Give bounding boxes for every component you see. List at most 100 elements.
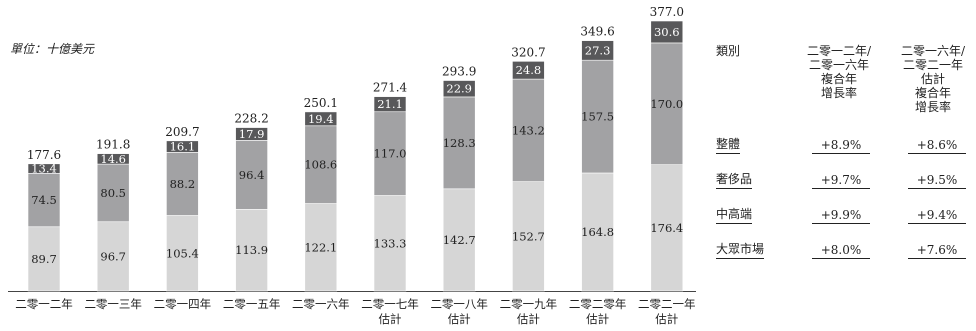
bar-segment-label: 105.4 <box>166 246 199 260</box>
bar-segment-label: 128.3 <box>443 136 476 150</box>
row-cagr-1: +8.0% <box>812 243 870 259</box>
bar-segment <box>96 221 130 292</box>
row-cagr-2: +9.5% <box>908 173 966 189</box>
bar-segment-label: 164.8 <box>581 225 614 239</box>
bar-segment-label: 117.0 <box>374 147 407 161</box>
bar-segment <box>304 203 338 292</box>
bar-segment-label: 30.6 <box>654 25 680 39</box>
row-cagr-1: +9.7% <box>812 173 870 189</box>
bar-segment <box>235 209 268 292</box>
bar-segment <box>27 163 61 174</box>
bar-segment-label: 122.1 <box>304 240 337 254</box>
bar-segment-label: 89.7 <box>31 252 57 266</box>
row-label: 中高端 <box>716 205 753 224</box>
bar-segment-label: 133.3 <box>374 236 407 250</box>
bar-segment-label: 22.9 <box>446 82 472 96</box>
table-row: 大眾市場 +8.0% +7.6% <box>712 239 966 261</box>
row-cagr-2: +7.6% <box>908 243 966 259</box>
bar-segment <box>304 111 338 127</box>
bar-segment <box>166 215 199 292</box>
bar-segment <box>650 42 684 165</box>
bar-segment <box>442 188 476 292</box>
bar-total-label: 293.9 <box>442 65 476 79</box>
bar-segment-label: 27.3 <box>585 43 611 57</box>
bar-segment <box>442 96 476 190</box>
x-tick-label: 估計 <box>586 312 609 326</box>
bar-segment-label: 142.7 <box>443 233 476 247</box>
header-cagr-2016-2021: 二零一六年/ 二零二一年估計 複合年 增長率 <box>900 44 966 114</box>
bar-segment <box>650 20 684 44</box>
bar-segment <box>304 125 338 204</box>
x-tick-label: 二零一六年 <box>292 297 350 311</box>
row-label: 大眾市場 <box>716 240 765 259</box>
bar-segment <box>96 163 130 223</box>
x-tick-label: 估計 <box>517 312 540 326</box>
x-tick-label: 二零一二年 <box>15 297 73 311</box>
x-tick-label: 估計 <box>448 312 471 326</box>
bar-segment-label: 176.4 <box>650 221 683 235</box>
bar-segment-label: 96.4 <box>239 168 265 182</box>
x-tick-label: 二零一四年 <box>154 297 212 311</box>
row-cagr-1: +9.9% <box>812 208 870 224</box>
bar-total-label: 349.6 <box>580 25 614 39</box>
bar-segment-label: 157.5 <box>581 110 614 124</box>
row-cagr-2: +9.4% <box>908 208 966 224</box>
cagr-table: 類別 二零一二年/ 二零一六年 複合年 增長率 二零一六年/ 二零二一年估計 複… <box>712 44 966 259</box>
bar-segment <box>581 40 614 61</box>
header-cagr-2012-2016: 二零一二年/ 二零一六年 複合年 增長率 <box>806 44 872 100</box>
row-label: 奢侈品 <box>716 170 753 189</box>
bar-segment <box>96 153 130 165</box>
bar-total-label: 250.1 <box>304 96 338 110</box>
table-row: 整體 +8.9% +8.6% <box>712 134 966 156</box>
bar-segment-label: 96.7 <box>100 249 126 263</box>
x-tick-label: 估計 <box>655 312 678 326</box>
bar-segment-label: 19.4 <box>308 112 334 126</box>
bar-total-label: 320.7 <box>511 45 545 59</box>
bar-segment <box>373 96 407 113</box>
table-row: 中高端 +9.9% +9.4% <box>712 204 966 226</box>
bar-segment <box>442 80 476 98</box>
bar-segment-label: 16.1 <box>170 140 196 154</box>
header-category: 類別 <box>716 44 741 58</box>
bar-segment-label: 108.6 <box>304 158 337 172</box>
bar-segment <box>581 172 614 292</box>
bar-segment-label: 113.9 <box>235 243 268 257</box>
bar-segment-label: 80.5 <box>100 186 126 200</box>
bar-total-label: 271.4 <box>373 81 408 95</box>
x-tick-label: 二零一三年 <box>84 297 142 311</box>
bar-segment <box>512 181 545 292</box>
x-tick-label: 二零一七年 <box>361 297 419 311</box>
bar-segment <box>581 59 614 174</box>
x-tick-label: 二零一九年 <box>500 297 558 311</box>
bar-segment <box>373 111 407 196</box>
table-row: 奢侈品 +9.7% +9.5% <box>712 169 966 191</box>
bar-segment <box>650 164 684 292</box>
row-cagr-2: +8.6% <box>908 138 966 154</box>
bar-segment <box>166 152 199 216</box>
bar-total-label: 177.6 <box>27 148 61 162</box>
unit-label: 單位：十億美元 <box>10 42 95 56</box>
row-cagr-1: +8.9% <box>812 138 870 154</box>
bar-total-label: 191.8 <box>96 138 130 152</box>
bar-segment <box>373 195 407 292</box>
x-tick-label: 二零二零年 <box>569 297 627 311</box>
x-tick-label: 估計 <box>379 312 402 326</box>
bar-segment-label: 14.6 <box>100 152 126 166</box>
bar-total-label: 228.2 <box>234 112 268 126</box>
bar-segment-label: 170.0 <box>650 97 683 111</box>
x-tick-label: 二零一八年 <box>430 297 488 311</box>
x-tick-label: 二零一五年 <box>223 297 281 311</box>
bar-segment-label: 88.2 <box>170 177 196 191</box>
bar-segment <box>512 78 545 182</box>
bar-segment-label: 17.9 <box>239 127 265 141</box>
bar-segment <box>235 140 268 210</box>
bar-segment <box>27 226 61 292</box>
bar-segment-label: 13.4 <box>31 162 57 176</box>
bar-segment-label: 152.7 <box>512 229 545 243</box>
bar-total-label: 377.0 <box>650 5 684 19</box>
bar-segment-label: 21.1 <box>377 97 403 111</box>
row-label: 整體 <box>716 135 741 154</box>
bar-segment <box>512 61 545 80</box>
bar-segment-label: 24.8 <box>516 63 542 77</box>
